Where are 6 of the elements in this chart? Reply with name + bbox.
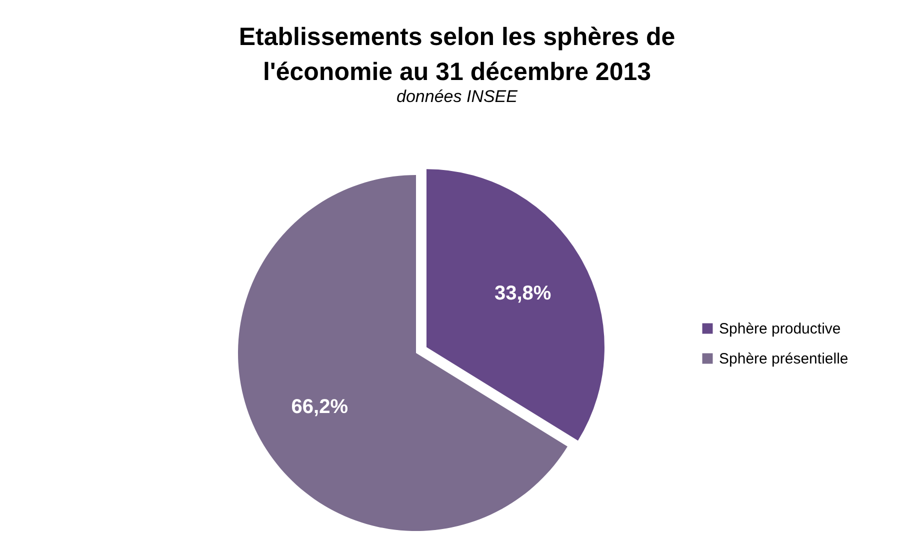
legend-label: Sphère productive [719, 320, 841, 338]
chart-subtitle: données INSEE [396, 87, 518, 106]
chart-title: Etablissements selon les sphères de l'économie au 31 décembre 2013 [238, 23, 676, 86]
legend-label: Sphère présentielle [719, 350, 848, 368]
data-label: 66,2% [291, 396, 348, 418]
data-label: 33,8% [494, 282, 552, 304]
